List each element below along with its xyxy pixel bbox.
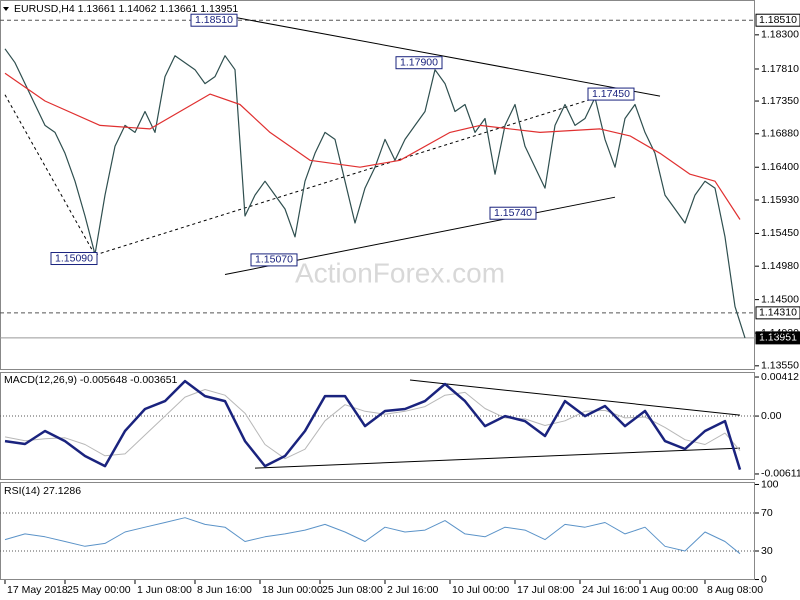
y-tick-label: 1.15930: [761, 194, 799, 206]
x-tick-label: 8 Aug 08:00: [707, 584, 763, 596]
indicator: MACD(12,26,9): [4, 374, 77, 386]
y-tick-label: 1.14980: [761, 260, 799, 272]
annotation-box: [50, 252, 98, 266]
y-tick-label: 70: [761, 507, 773, 519]
annotation-label: 1.17900: [400, 56, 438, 68]
x-tick-label: 25 May 00:00: [67, 584, 131, 596]
panel-frame: [0, 0, 755, 370]
y-tick-label: 1.16880: [761, 128, 799, 140]
x-tick-label: 17 May 2018: [7, 584, 68, 596]
x-tick-label: 1 Jun 08:00: [137, 584, 192, 596]
x-tick-label: 8 Jun 16:00: [197, 584, 252, 596]
trend-line: [409, 379, 741, 416]
series-line: [4, 389, 741, 460]
annotation-box: [190, 13, 238, 27]
y-tick-label: 1.16400: [761, 161, 799, 173]
annotation-box: [587, 87, 635, 101]
low: 1.13661: [159, 3, 197, 15]
y-tick-label: -0.006113: [761, 468, 800, 480]
close: 1.13951: [200, 3, 238, 15]
y-tick-label: 100: [761, 478, 779, 490]
annotation-label: 1.15070: [255, 254, 293, 266]
series-line: [4, 72, 741, 220]
trend-line: [94, 99, 591, 256]
annotation-label: 1.18510: [195, 14, 233, 26]
y-tick-label: 1.14500: [761, 293, 799, 305]
level-label: 1.14310: [759, 307, 797, 319]
annotation-label: 1.15090: [55, 252, 93, 264]
watermark: ActionForex.com: [295, 257, 505, 288]
macd-header: MACD(12,26,9) -0.005648 -0.003651: [4, 374, 178, 386]
level-label-box: [755, 306, 800, 320]
level-label-box: [755, 331, 800, 345]
chart-header: EURUSD,H4 1.13661 1.14062 1.13661 1.1395…: [14, 3, 238, 15]
series-line: [4, 379, 742, 470]
panel-frame: [0, 482, 755, 580]
y-tick-label: 1.13550: [761, 360, 799, 372]
high: 1.14062: [119, 3, 157, 15]
rsi-header: RSI(14) 27.1286: [4, 485, 81, 497]
x-tick-label: 18 Jun 00:00: [262, 584, 323, 596]
level-label-box: [755, 13, 800, 27]
x-tick-label: 2 Jul 16:00: [387, 584, 439, 596]
y-tick-label: 0.00: [761, 410, 782, 422]
menu-triangle: [3, 7, 9, 11]
y-tick-label: 0: [761, 573, 767, 585]
rsi-value: 27.1286: [43, 485, 81, 497]
panel-frame: [0, 372, 755, 480]
y-tick-label: 30: [761, 545, 773, 557]
y-tick-label: 1.18300: [761, 29, 799, 41]
annotation-label: 1.17450: [592, 88, 630, 100]
indicator: RSI(14): [4, 485, 40, 497]
level-label: 1.13951: [759, 332, 797, 344]
x-tick-label: 17 Jul 08:00: [517, 584, 574, 596]
series-line: [4, 517, 741, 555]
annotation-box: [395, 56, 443, 70]
annotation-label: 1.15740: [494, 207, 532, 219]
level-label: 1.18510: [759, 14, 797, 26]
x-tick-label: 10 Jul 00:00: [452, 584, 509, 596]
x-tick-label: 1 Aug 00:00: [642, 584, 698, 596]
x-tick-label: 24 Jul 16:00: [582, 584, 639, 596]
annotation-box: [250, 253, 298, 267]
symbol: EURUSD,H4: [14, 3, 75, 15]
trend-line: [4, 94, 96, 256]
trend-line: [254, 447, 741, 469]
annotation-box: [489, 206, 537, 220]
y-tick-label: 1.15450: [761, 227, 799, 239]
trend-line: [234, 16, 661, 97]
x-tick-label: 25 Jun 08:00: [322, 584, 383, 596]
macd-value: -0.005648: [80, 374, 127, 386]
y-tick-label: 1.17810: [761, 63, 799, 75]
signal-value: -0.003651: [130, 374, 177, 386]
y-tick-label: 1.14020: [761, 327, 799, 339]
y-tick-label: 1.17350: [761, 95, 799, 107]
y-tick-label: 0.00412: [761, 371, 799, 383]
open: 1.13661: [78, 3, 116, 15]
